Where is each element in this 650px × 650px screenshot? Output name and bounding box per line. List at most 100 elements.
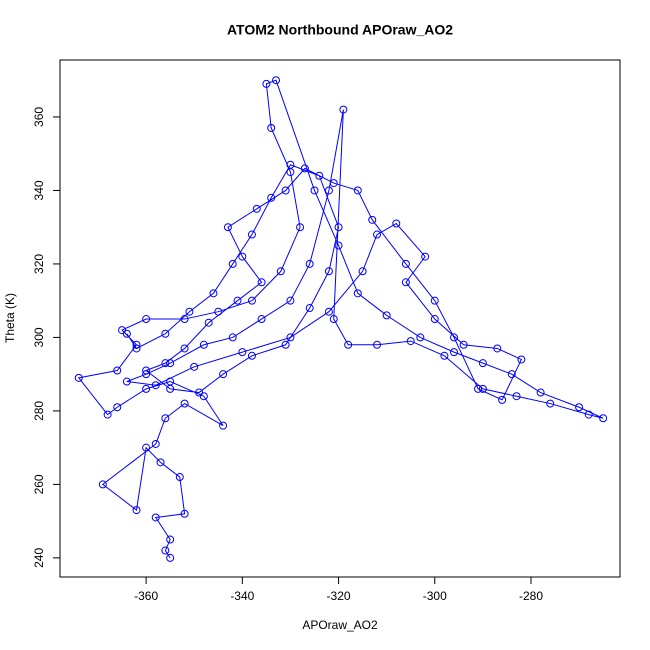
data-point [373,340,382,349]
data-point [132,344,141,353]
y-tick-label: 360 [32,107,46,127]
data-point [74,373,83,382]
data-point [286,333,295,342]
data-point [166,553,175,562]
data-point [238,348,247,357]
data-point [329,179,338,188]
data-point [401,259,410,268]
data-point [339,105,348,114]
data-point [228,333,237,342]
data-point [450,333,459,342]
data-point [440,351,449,360]
data-point [267,193,276,202]
data-point [536,388,545,397]
data-point [190,362,199,371]
y-tick-label: 340 [32,180,46,200]
data-point [373,230,382,239]
data-point [334,241,343,250]
data-point [180,399,189,408]
data-point [247,296,256,305]
x-tick-label: -300 [423,589,447,603]
data-point [103,410,112,419]
data-point [122,377,131,386]
data-point [257,278,266,287]
data-point [166,359,175,368]
data-point [151,513,160,522]
data-point [507,370,516,379]
data-point [305,304,314,313]
data-point [599,414,608,423]
data-point [416,333,425,342]
x-tick-label: -360 [134,589,158,603]
data-point [584,410,593,419]
data-point [310,186,319,195]
data-point [204,318,213,327]
data-point [305,259,314,268]
data-point [324,267,333,276]
data-point [498,395,507,404]
data-point [353,186,362,195]
data-point [161,414,170,423]
data-point [180,315,189,324]
data-point [142,384,151,393]
data-point [247,230,256,239]
data-point [142,366,151,375]
data-point [180,509,189,518]
data-line [77,79,604,559]
data-point [575,403,584,412]
data-point [209,289,218,298]
plot-box [59,59,621,578]
data-point [344,340,353,349]
data-point [175,473,184,482]
data-point [132,506,141,515]
x-axis-label: APOraw_AO2 [302,618,378,632]
data-point [122,329,131,338]
y-tick-label: 320 [32,254,46,274]
data-point [324,186,333,195]
data-point [382,311,391,320]
data-point [257,315,266,324]
data-point [161,359,170,368]
chart-title: ATOM2 Northbound APOraw_AO2 [227,22,453,38]
data-point [281,186,290,195]
data-point [478,359,487,368]
y-tick-label: 300 [32,327,46,347]
data-point [267,123,276,132]
data-point [238,252,247,261]
data-point [166,535,175,544]
data-point [262,79,271,88]
data-point [353,289,362,298]
data-point [392,219,401,228]
data-point [493,344,502,353]
y-tick-label: 240 [32,548,46,568]
data-point [214,307,223,316]
x-tick-label: -320 [327,589,351,603]
data-point [151,381,160,390]
data-point [98,480,107,489]
data-point [430,315,439,324]
y-axis-label: Theta (K) [3,293,17,343]
data-point [195,388,204,397]
data-point [161,329,170,338]
data-point [459,340,468,349]
data-point [151,439,160,448]
data-point [113,403,122,412]
data-point [142,443,151,452]
x-tick-label: -280 [519,589,543,603]
data-point [219,370,228,379]
data-point [406,337,415,346]
data-point [512,392,521,401]
data-point [142,370,151,379]
data-point [281,340,290,349]
data-point [219,421,228,430]
data-point [300,164,309,173]
data-point [276,267,285,276]
data-point [546,399,555,408]
data-point [132,340,141,349]
x-tick-label: -340 [230,589,254,603]
data-point [368,215,377,224]
data-point [478,384,487,393]
data-point [272,76,281,85]
y-tick-label: 280 [32,401,46,421]
